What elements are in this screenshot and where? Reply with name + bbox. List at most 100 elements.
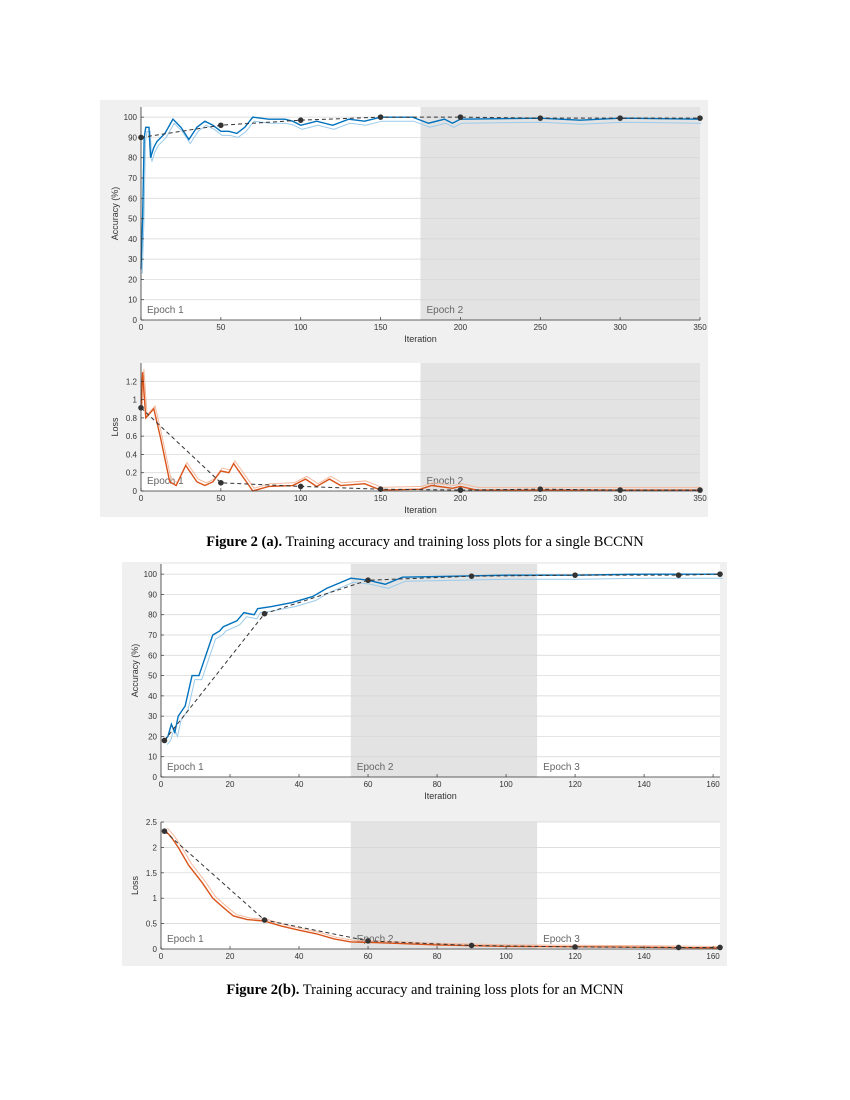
x-tick-label: 150 xyxy=(374,323,388,332)
epoch-shade xyxy=(420,363,700,491)
figure-2b-caption: Figure 2(b). Training accuracy and train… xyxy=(0,982,850,999)
y-tick-label: 1 xyxy=(153,894,158,903)
y-tick-label: 2 xyxy=(153,843,158,852)
x-tick-label: 300 xyxy=(613,494,627,503)
x-tick-label: 350 xyxy=(693,494,707,503)
figure-2a-caption: Figure 2 (a). Training accuracy and trai… xyxy=(0,534,850,551)
epoch-shade xyxy=(350,564,538,777)
validation-point xyxy=(365,577,371,584)
y-tick-label: 70 xyxy=(148,631,157,640)
y-tick-label: 100 xyxy=(144,570,158,579)
validation-point xyxy=(717,571,723,577)
validation-point xyxy=(697,115,703,121)
y-tick-label: 20 xyxy=(128,275,137,284)
training-line xyxy=(140,372,700,492)
validation-point xyxy=(161,828,168,834)
y-tick-label: 90 xyxy=(148,590,157,599)
y-tick-label: 40 xyxy=(128,235,137,244)
x-tick-label: 160 xyxy=(706,952,720,961)
epoch-label: Epoch 1 xyxy=(147,305,184,316)
validation-point xyxy=(675,944,682,951)
y-tick-label: 100 xyxy=(124,113,138,122)
epoch-label: Epoch 3 xyxy=(543,762,580,773)
validation-point xyxy=(468,942,475,949)
validation-point xyxy=(468,573,475,579)
x-tick-label: 60 xyxy=(364,780,373,789)
validation-point xyxy=(218,479,224,486)
y-tick-label: 50 xyxy=(148,672,157,681)
training-raw-line xyxy=(166,577,723,745)
epoch-label: Epoch 1 xyxy=(167,934,204,945)
x-axis-label: Iteration xyxy=(424,791,457,801)
y-tick-label: 0.4 xyxy=(126,450,138,459)
x-tick-label: 100 xyxy=(499,780,513,789)
validation-point xyxy=(297,117,304,123)
x-tick-label: 200 xyxy=(454,323,468,332)
y-tick-label: 20 xyxy=(148,732,157,741)
x-tick-label: 140 xyxy=(637,952,651,961)
x-tick-label: 160 xyxy=(706,780,720,789)
y-tick-label: 0.5 xyxy=(146,920,158,929)
epoch-label: Epoch 2 xyxy=(427,476,464,487)
y-tick-label: 0 xyxy=(153,773,158,782)
validation-point xyxy=(261,917,268,923)
y-tick-label: 0 xyxy=(153,945,158,954)
x-tick-label: 0 xyxy=(159,780,164,789)
validation-point xyxy=(572,572,578,578)
y-tick-label: 80 xyxy=(128,154,137,163)
y-axis-label: Accuracy (%) xyxy=(110,187,120,241)
x-tick-label: 250 xyxy=(534,494,548,503)
validation-point xyxy=(457,114,464,120)
epoch-label: Epoch 3 xyxy=(543,934,580,945)
x-axis-label: Iteration xyxy=(404,334,437,344)
y-axis-label: Accuracy (%) xyxy=(130,644,140,698)
chart-a-accuracy: Epoch 1 Epoch 2 0 10 20 30 40 50 60 70 80 90 100 0 50 1… xyxy=(110,107,707,344)
epoch-label: Epoch 1 xyxy=(167,762,204,773)
epoch-label: Epoch 2 xyxy=(357,934,394,945)
training-raw-line xyxy=(141,120,702,274)
x-tick-label: 20 xyxy=(226,780,235,789)
x-tick-label: 120 xyxy=(568,780,582,789)
validation-point xyxy=(297,483,304,490)
y-tick-label: 0 xyxy=(133,487,138,496)
x-tick-label: 40 xyxy=(295,952,304,961)
x-tick-label: 60 xyxy=(364,952,373,961)
y-tick-label: 90 xyxy=(128,133,137,142)
validation-line xyxy=(140,116,700,138)
x-tick-label: 0 xyxy=(159,952,164,961)
y-tick-label: 0 xyxy=(133,316,138,325)
epoch-label: Epoch 1 xyxy=(147,476,184,487)
caption-text: Training accuracy and training loss plot… xyxy=(299,982,624,998)
y-tick-label: 1.2 xyxy=(126,377,138,386)
x-tick-label: 100 xyxy=(294,323,308,332)
x-tick-label: 300 xyxy=(613,323,627,332)
epoch-shade xyxy=(350,822,538,949)
x-tick-label: 50 xyxy=(216,323,225,332)
training-raw-line xyxy=(141,369,702,489)
chart-b-loss: Epoch 1 Epoch 2 Epoch 3 0 0.5 1 1.5 2 2.5 0 20 40 60… xyxy=(130,818,723,961)
training-line xyxy=(140,116,701,270)
y-tick-label: 80 xyxy=(148,611,157,620)
training-line xyxy=(163,829,721,949)
y-tick-label: 40 xyxy=(148,692,157,701)
x-tick-label: 0 xyxy=(139,323,144,332)
x-tick-label: 80 xyxy=(433,952,442,961)
validation-point xyxy=(675,572,682,578)
y-tick-label: 0.6 xyxy=(126,432,138,441)
validation-point xyxy=(261,610,268,617)
y-tick-label: 0.8 xyxy=(126,414,138,423)
x-tick-label: 200 xyxy=(454,494,468,503)
x-tick-label: 120 xyxy=(568,952,582,961)
y-tick-label: 10 xyxy=(128,296,137,305)
x-tick-label: 20 xyxy=(226,952,235,961)
x-axis-label: Iteration xyxy=(404,505,437,515)
y-tick-label: 10 xyxy=(148,753,157,762)
epoch-label: Epoch 2 xyxy=(357,762,394,773)
validation-point xyxy=(617,115,623,121)
caption-label: Figure 2 (a). xyxy=(206,534,283,550)
y-axis-label: Loss xyxy=(130,875,140,895)
y-tick-label: 70 xyxy=(128,174,137,183)
training-line xyxy=(163,573,720,741)
validation-point xyxy=(537,115,544,121)
y-tick-label: 0.2 xyxy=(126,469,138,478)
